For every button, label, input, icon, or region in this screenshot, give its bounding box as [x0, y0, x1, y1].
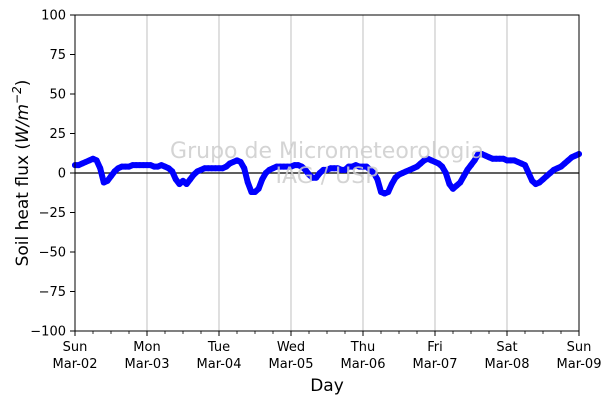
data-point [471, 157, 478, 164]
data-point [370, 170, 377, 176]
y-tick-label: 75 [49, 48, 66, 63]
x-tick-label-weekday: Tue [207, 340, 230, 355]
data-point [302, 166, 309, 173]
y-axis: 100 75 50 25 0 −25 −50 −75 −100 [30, 9, 75, 340]
data-point [388, 181, 395, 188]
x-tick-label-weekday: Sun [567, 340, 592, 355]
data-point [259, 176, 266, 183]
data-point [468, 162, 474, 169]
x-tick-label-weekday: Wed [277, 340, 305, 355]
data-point [525, 170, 532, 176]
series-markers [72, 151, 582, 197]
y-axis-label: Soil heat flux (W/m−2) [10, 80, 33, 267]
y-tick-label: 50 [49, 88, 66, 103]
x-tick-label-date: Mar-04 [197, 357, 242, 372]
x-tick-label-date: Mar-03 [125, 357, 170, 372]
x-tick-label-weekday: Thu [350, 340, 375, 355]
x-tick-label-date: Mar-08 [485, 357, 530, 372]
y-tick-label: −50 [39, 246, 66, 261]
x-tick-label-weekday: Sun [63, 340, 88, 355]
x-tick-label-weekday: Sat [496, 340, 517, 355]
y-axis-label-prefix: Soil heat flux ( [13, 143, 33, 266]
x-tick-label-date: Mar-06 [341, 357, 386, 372]
data-point [460, 173, 467, 180]
data-point [255, 185, 262, 192]
data-point [457, 179, 464, 186]
data-point [313, 174, 320, 181]
data-point [187, 176, 194, 183]
data-point [374, 176, 381, 183]
data-point [97, 165, 104, 172]
y-tick-label: −25 [39, 206, 66, 221]
data-point [439, 163, 446, 170]
x-tick-label-date: Mar-07 [413, 357, 458, 372]
y-tick-label: −100 [30, 325, 66, 340]
data-point [172, 176, 179, 183]
data-point [169, 168, 176, 175]
data-point [464, 166, 471, 173]
x-axis: Sun Mar-02 Mon Mar-03 Tue Mar-04 Wed Mar-05 Thu M… [53, 331, 602, 372]
x-axis-label: Day [310, 376, 344, 396]
data-point [108, 173, 114, 180]
data-point [442, 170, 449, 176]
x-tick-label-date: Mar-02 [53, 357, 98, 372]
y-axis-label-exponent: −2 [10, 86, 24, 104]
x-tick-label-date: Mar-05 [269, 357, 314, 372]
data-point [183, 181, 190, 188]
y-axis-label-suffix: ) [13, 80, 33, 87]
x-tick-label-weekday: Mon [133, 340, 160, 355]
data-point [244, 179, 251, 186]
y-tick-label: 25 [49, 127, 66, 142]
x-tick-label-date: Mar-09 [557, 357, 602, 372]
watermark-line-2: IAG / USP [276, 164, 379, 189]
y-tick-label: 100 [41, 9, 66, 24]
y-tick-label: 0 [58, 167, 66, 182]
data-point [241, 165, 248, 172]
y-tick-label: −75 [39, 285, 66, 300]
data-point [93, 157, 100, 164]
data-point [104, 177, 111, 184]
data-point [522, 162, 528, 169]
x-tick-label-weekday: Fri [427, 340, 443, 355]
data-point [446, 181, 453, 188]
data-point [237, 158, 244, 165]
watermark-line-1: Grupo de Micrometeorologia [170, 139, 484, 164]
y-axis-label-unit: W/m [13, 104, 33, 143]
data-point [385, 188, 392, 195]
